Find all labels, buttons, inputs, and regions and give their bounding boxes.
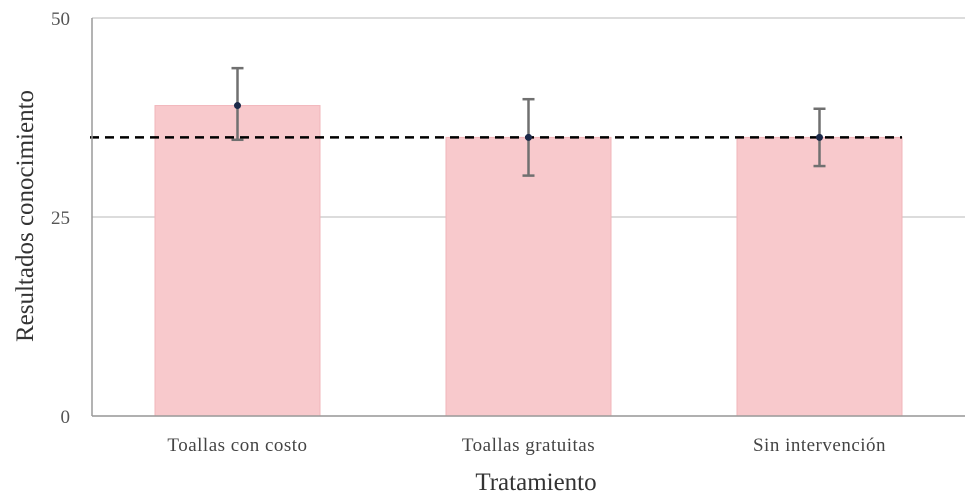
x-axis-title: Tratamiento [475, 469, 596, 496]
axes [91, 18, 965, 417]
mean-point-1 [234, 102, 241, 110]
x-category-label-1: Toallas con costo [167, 435, 307, 456]
bars [154, 105, 903, 417]
y-tick-label-25: 25 [51, 208, 70, 229]
bar-1 [154, 105, 321, 417]
bar-3 [736, 136, 903, 417]
y-tick-label-50: 50 [51, 9, 70, 30]
mean-point-2 [525, 133, 532, 141]
bar-2 [445, 136, 612, 417]
x-category-label-3: Sin intervención [753, 435, 886, 456]
y-tick-label-0: 0 [61, 407, 71, 428]
error-bars [231, 66, 826, 177]
y-axis-title: Resultados conocimiento [12, 90, 39, 342]
mean-point-3 [816, 133, 823, 141]
y-tick-labels: 0 25 50 [51, 9, 70, 428]
x-category-labels: Toallas con costo Toallas gratuitas Sin in… [167, 435, 886, 456]
x-category-label-2: Toallas gratuitas [462, 435, 595, 456]
mean-points [234, 102, 823, 141]
